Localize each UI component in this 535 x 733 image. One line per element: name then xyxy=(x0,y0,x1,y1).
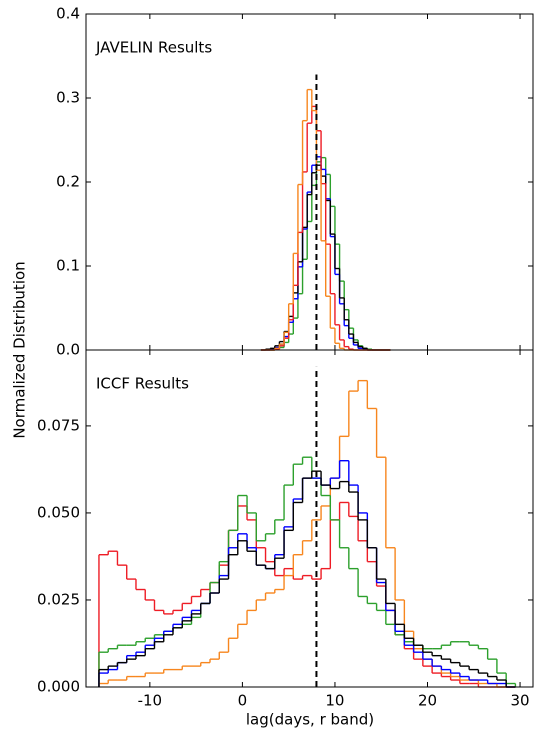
y-tick-label: 0.1 xyxy=(56,257,80,275)
step-riser xyxy=(98,471,507,687)
y-tick-label: 0.050 xyxy=(37,503,80,521)
x-axis-label: lag(days, r band) xyxy=(246,711,374,729)
y-tick-label: 0.4 xyxy=(56,5,80,23)
step-riser xyxy=(98,457,517,687)
x-tick-label: -10 xyxy=(138,692,163,710)
step-riser xyxy=(274,106,355,350)
y-axis-label: Normalized Distribution xyxy=(11,261,29,438)
step-riser xyxy=(98,502,480,687)
plot-frame xyxy=(85,13,534,351)
step-riser xyxy=(98,460,507,687)
plot-frame xyxy=(85,349,534,688)
panel-annotation: ICCF Results xyxy=(96,375,189,393)
y-tick-label: 0.3 xyxy=(56,89,80,107)
panel-annotation: JAVELIN Results xyxy=(95,39,212,57)
y-tick-label: 0.2 xyxy=(56,173,80,191)
x-tick-label: 30 xyxy=(510,692,529,710)
y-tick-label: 0.025 xyxy=(37,590,80,608)
x-tick-label: 20 xyxy=(418,692,437,710)
x-tick-label: 10 xyxy=(325,692,344,710)
y-tick-label: 0.075 xyxy=(37,416,80,434)
x-tick-label: 0 xyxy=(238,692,248,710)
step-riser xyxy=(274,89,345,350)
y-tick-label: 0.000 xyxy=(37,678,80,696)
y-tick-label: 0.0 xyxy=(56,341,80,359)
